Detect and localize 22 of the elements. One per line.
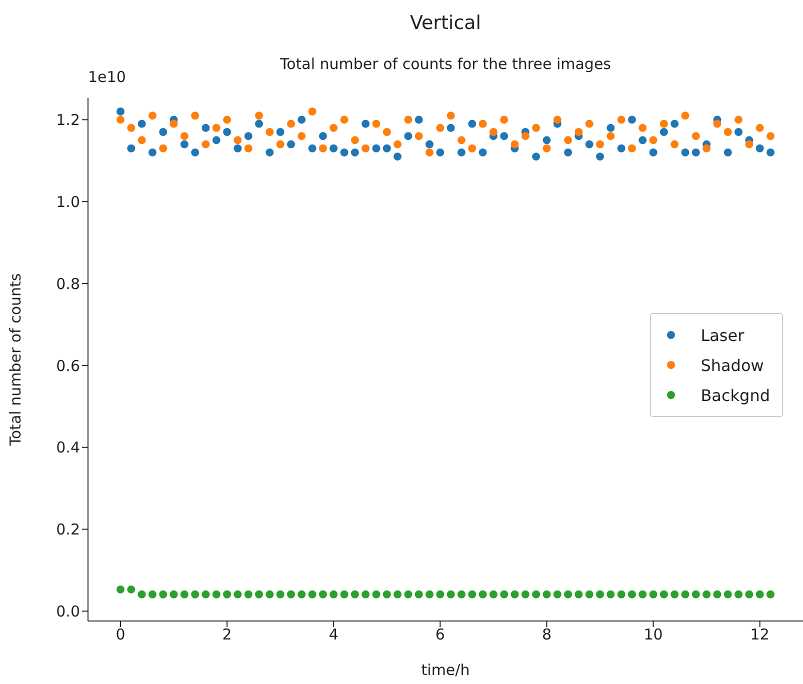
y-axis-title: Total number of counts — [6, 273, 24, 447]
chart-title: Vertical — [408, 12, 482, 34]
text: 1e10 — [88, 68, 126, 86]
y-tick-label: 0.8 — [56, 274, 80, 293]
x-tick-label: 4 — [328, 626, 338, 644]
chart-subtitle: Total number of counts for the three images — [280, 55, 611, 73]
x-tick-label: 10 — [644, 626, 663, 644]
x-tick-label: 2 — [222, 626, 232, 644]
x-tick-label: 0 — [116, 626, 126, 644]
legend-label: Laser — [700, 326, 744, 344]
y-tick-label: 0.6 — [56, 356, 80, 375]
legend-label: Shadow — [700, 356, 764, 374]
y-tick-label: 0.0 — [56, 602, 80, 620]
y-tick-label: 0.4 — [56, 438, 80, 457]
y-tick-label: 1.0 — [56, 192, 80, 211]
legend-label: Backgnd — [700, 386, 770, 404]
x-axis-title: time/h — [421, 661, 470, 679]
x-tick-label: 12 — [750, 626, 770, 644]
x-tick-label: 8 — [542, 626, 552, 644]
y-tick-label: 1.2 — [56, 111, 80, 130]
y-tick-label: 0.2 — [56, 520, 80, 539]
x-tick-label: 6 — [435, 626, 445, 644]
